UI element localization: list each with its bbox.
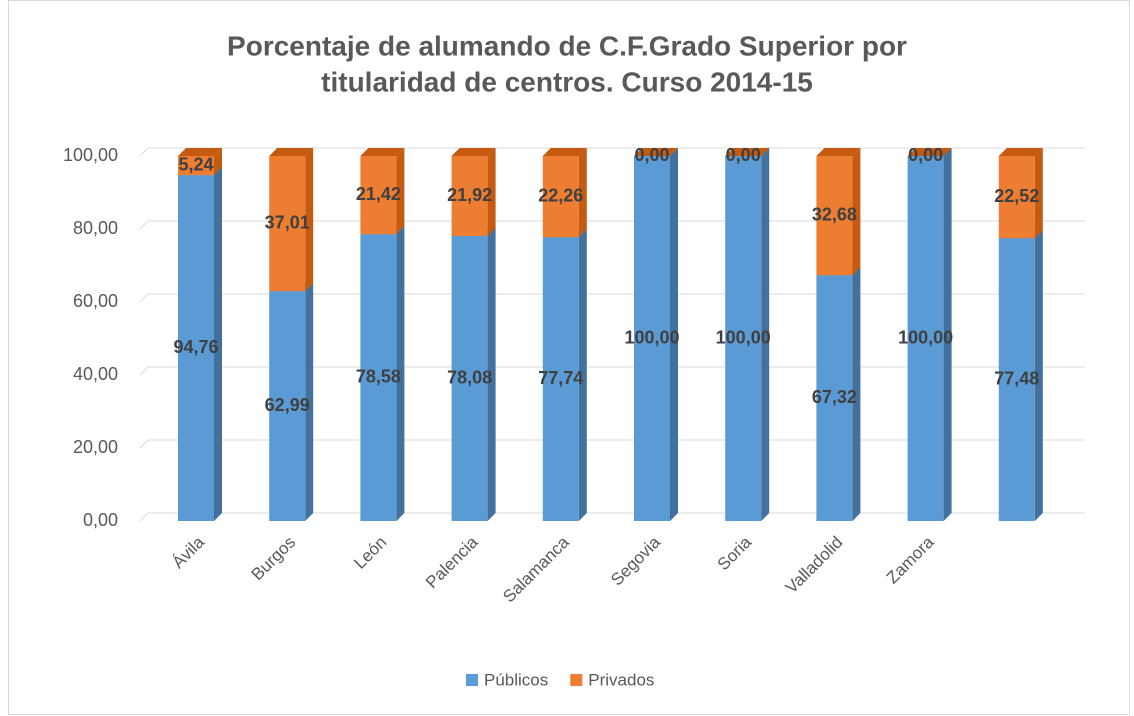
bar-side	[852, 148, 861, 276]
data-label: 78,08	[447, 367, 492, 387]
bar-side	[578, 148, 587, 238]
chart-title: Porcentaje de alumando de C.F.Grado Supe…	[227, 30, 907, 61]
bar-side	[670, 148, 678, 521]
data-label: 32,68	[812, 204, 857, 224]
bar	[998, 238, 1035, 521]
bar-top	[725, 148, 770, 156]
bar	[269, 291, 306, 521]
bar	[178, 175, 214, 521]
data-label: 78,58	[356, 366, 401, 386]
bar-top	[816, 148, 861, 156]
bar-side	[1034, 230, 1043, 521]
y-tick-label: 80,00	[73, 218, 118, 238]
data-label: 67,32	[812, 387, 857, 407]
grid-line	[139, 147, 149, 157]
data-label: 62,99	[265, 395, 310, 415]
grid-line	[139, 220, 149, 230]
bar	[360, 156, 397, 235]
bar	[451, 156, 488, 237]
bar-top	[269, 148, 314, 156]
bar-top	[998, 148, 1043, 156]
bar	[816, 156, 853, 276]
bar-side	[943, 148, 952, 521]
bar-side	[396, 148, 405, 235]
data-label: 22,26	[538, 185, 583, 205]
bar	[634, 156, 670, 521]
bar-top	[634, 148, 678, 156]
data-label: 77,74	[538, 368, 583, 388]
y-tick-label: 20,00	[73, 437, 118, 457]
grid-line	[139, 439, 149, 449]
chart-title: titularidad de centros. Curso 2014-15	[321, 66, 813, 97]
bar-top	[451, 148, 496, 156]
bar-side	[761, 148, 770, 521]
y-tick-label: 0,00	[83, 510, 118, 530]
bar	[360, 234, 397, 522]
bar	[542, 156, 579, 238]
bar-side	[487, 148, 496, 237]
legend-swatch	[570, 674, 583, 686]
bar-side	[214, 148, 222, 176]
data-label: 0,00	[908, 145, 943, 165]
bar	[725, 156, 762, 521]
bar-side	[214, 167, 222, 521]
data-label: 21,92	[447, 185, 492, 205]
bar-side	[305, 148, 314, 292]
data-label: 100,00	[898, 327, 953, 347]
data-label: 22,52	[994, 186, 1039, 206]
bar-side	[487, 228, 496, 521]
grid-line	[139, 366, 149, 376]
bar	[451, 236, 488, 521]
y-tick-label: 100,00	[63, 145, 118, 165]
y-tick-label: 60,00	[73, 291, 118, 311]
data-label: 100,00	[624, 327, 679, 347]
data-label: 77,48	[994, 368, 1039, 388]
legend-label: Privados	[588, 670, 654, 689]
data-label: 100,00	[716, 327, 771, 347]
bar-side	[396, 226, 405, 522]
bar-top	[360, 148, 405, 156]
data-label: 21,42	[356, 184, 401, 204]
bar-side	[852, 267, 861, 521]
y-tick-label: 40,00	[73, 364, 118, 384]
data-label: 94,76	[173, 337, 218, 357]
data-label: 37,01	[265, 212, 310, 232]
bar	[816, 275, 853, 521]
bar-top	[178, 148, 222, 156]
bar-top	[542, 148, 587, 156]
grid-line	[139, 512, 149, 522]
bar	[178, 156, 214, 176]
data-label: 0,00	[634, 145, 669, 165]
bar	[542, 237, 579, 521]
bar-side	[578, 229, 587, 521]
grid-line	[139, 293, 149, 303]
bar	[269, 156, 306, 292]
data-label: 0,00	[726, 145, 761, 165]
data-label: 5,24	[178, 154, 213, 174]
bar	[998, 156, 1035, 239]
bar-side	[305, 283, 314, 521]
bar	[907, 156, 944, 521]
bar-side	[1034, 148, 1043, 239]
legend-label: Públicos	[484, 670, 548, 689]
bar-top	[907, 148, 952, 156]
legend-swatch	[466, 674, 478, 686]
